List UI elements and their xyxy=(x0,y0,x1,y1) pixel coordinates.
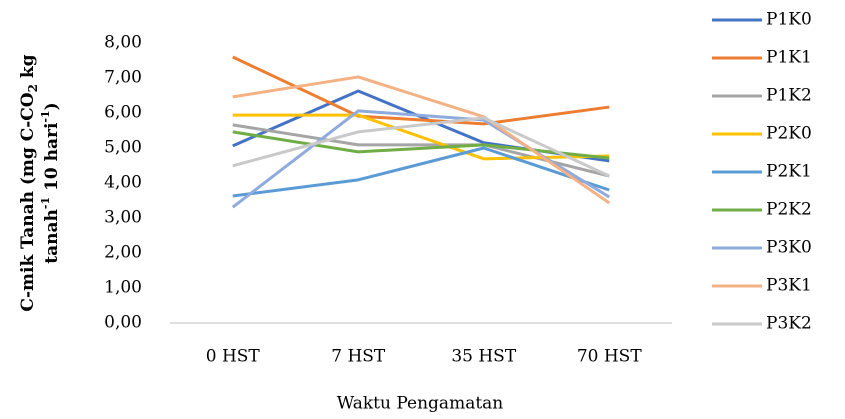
y-axis-label-line: tanah-1 10 hari-1) xyxy=(39,102,62,263)
x-tick-label: 70 HST xyxy=(577,347,643,367)
y-tick-label: 5,00 xyxy=(104,138,142,158)
legend-label: P3K1 xyxy=(766,276,812,296)
series-line xyxy=(232,130,610,160)
y-tick-label: 7,00 xyxy=(104,68,142,88)
y-tick-label: 0,00 xyxy=(104,313,142,333)
x-tick-label: 7 HST xyxy=(331,347,386,367)
y-tick-label: 6,00 xyxy=(104,103,142,123)
legend-label: P1K1 xyxy=(766,48,812,68)
x-tick-label: 0 HST xyxy=(206,347,261,367)
y-tick-label: 2,00 xyxy=(104,243,142,263)
legend-label: P2K0 xyxy=(766,124,812,144)
y-tick-label: 1,00 xyxy=(104,278,142,298)
x-tick-label: 35 HST xyxy=(451,347,517,367)
y-axis-label-line: C-mik Tanah (mg C-CO2 kg xyxy=(18,54,40,311)
y-tick-label: 3,00 xyxy=(104,208,142,228)
legend-label: P3K2 xyxy=(766,314,812,334)
y-tick-label: 4,00 xyxy=(104,173,142,193)
series-line xyxy=(232,75,611,205)
legend-label: P3K0 xyxy=(766,238,812,258)
legend-label: P2K2 xyxy=(766,200,812,220)
series-line xyxy=(232,146,610,198)
legend-label: P1K0 xyxy=(766,10,812,30)
legend-label: P1K2 xyxy=(766,86,812,106)
series-line xyxy=(232,116,610,178)
x-axis-label: Waktu Pengamatan xyxy=(337,394,504,414)
y-axis-label: C-mik Tanah (mg C-CO2 kg tanah-1 10 hari… xyxy=(18,54,62,311)
legend-label: P2K1 xyxy=(766,162,812,182)
y-tick-label: 8,00 xyxy=(104,33,142,53)
